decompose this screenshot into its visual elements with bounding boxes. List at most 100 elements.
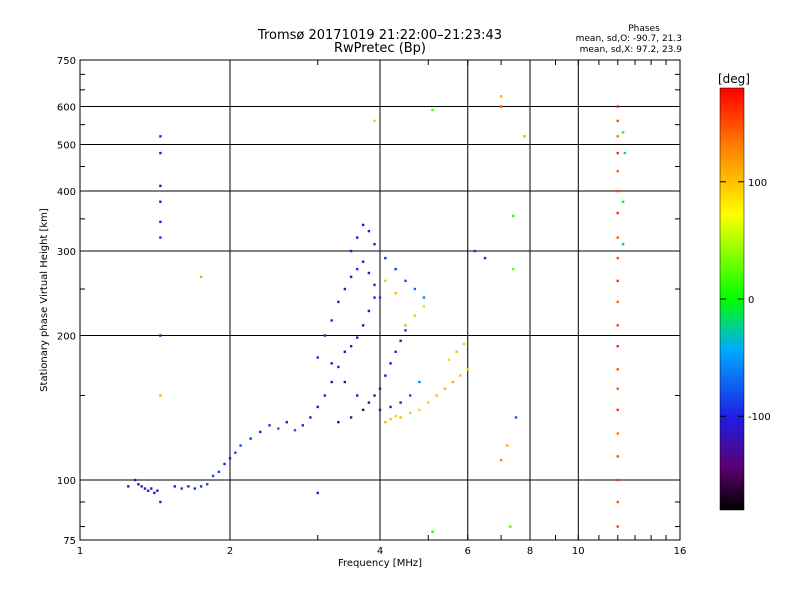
stats-line-x: mean, sd,X: 97.2, 23.9 [580, 45, 683, 55]
data-point [616, 119, 619, 123]
data-point [623, 151, 627, 155]
x-axis: 1 2 4 6 8 10 16 [77, 60, 687, 557]
y-tick-label: 100 [57, 476, 76, 487]
data-point [143, 487, 147, 490]
data-point [373, 283, 376, 287]
data-point [249, 437, 252, 440]
data-point [435, 394, 438, 397]
data-point [159, 236, 162, 239]
data-point [514, 416, 518, 419]
x-tick-label: 2 [227, 546, 233, 557]
data-point [447, 358, 451, 362]
data-point [367, 401, 371, 404]
data-point [239, 444, 242, 447]
data-point [355, 267, 359, 271]
data-point [373, 394, 376, 397]
y-tick-label: 750 [57, 56, 76, 67]
data-point [349, 416, 353, 419]
x-tick-label: 16 [674, 546, 687, 557]
data-point [330, 362, 333, 365]
data-point [159, 500, 162, 504]
data-point [616, 105, 619, 108]
data-points [127, 95, 627, 534]
data-point [355, 394, 359, 397]
data-point [367, 229, 371, 233]
data-point [373, 296, 376, 299]
colorbar-ticks: 100 0 -100 [720, 178, 771, 423]
data-point [616, 189, 619, 193]
data-point [616, 256, 619, 260]
data-point [616, 408, 619, 412]
data-point [159, 220, 162, 224]
data-point [234, 451, 237, 454]
data-point [205, 483, 209, 486]
data-point [399, 401, 402, 404]
data-point [616, 345, 619, 348]
data-point [511, 267, 515, 271]
data-point [146, 489, 150, 492]
colorbar-tick-label: 0 [748, 295, 754, 306]
data-point [394, 267, 397, 271]
data-point [343, 350, 347, 353]
data-point [616, 525, 619, 528]
data-point [268, 424, 271, 427]
data-point [499, 95, 503, 98]
data-point [418, 408, 421, 412]
data-point [389, 405, 392, 409]
data-point [337, 365, 340, 369]
data-point [616, 300, 619, 304]
data-point [228, 457, 232, 460]
data-point [193, 487, 197, 490]
data-point [508, 525, 512, 528]
data-point [217, 470, 221, 474]
data-point [616, 387, 619, 390]
data-point [616, 135, 619, 138]
data-point [483, 256, 487, 260]
stats-line-o: mean, sd,O: -90.7, 21.3 [576, 34, 682, 44]
data-point [361, 223, 365, 227]
data-point [378, 408, 382, 412]
data-point [378, 387, 382, 390]
data-point [187, 485, 190, 488]
data-point [361, 408, 365, 412]
data-point [451, 380, 455, 384]
data-point [394, 292, 397, 295]
y-axis: 75 100 200 300 400 500 600 750 [57, 56, 680, 547]
x-tick-label: 4 [377, 546, 383, 557]
data-point [337, 300, 340, 304]
data-point [404, 324, 407, 327]
x-tick-label: 8 [527, 546, 533, 557]
y-tick-label: 400 [57, 187, 76, 198]
x-tick-label: 6 [465, 546, 471, 557]
colorbar-label: [deg] [718, 72, 750, 86]
x-axis-label: Frequency [MHz] [338, 558, 422, 569]
data-point [409, 411, 412, 415]
data-point [133, 478, 137, 482]
data-point [616, 169, 619, 173]
data-point [455, 350, 458, 353]
data-point [389, 417, 392, 421]
data-point [404, 279, 407, 283]
data-point [337, 420, 340, 424]
data-point [616, 236, 619, 239]
data-point [343, 380, 347, 384]
data-point [378, 296, 382, 299]
data-point [399, 339, 402, 343]
data-point [616, 279, 619, 283]
data-point [330, 319, 333, 322]
data-point [367, 309, 371, 313]
data-point [394, 414, 397, 418]
data-point [413, 314, 417, 317]
data-point [384, 256, 387, 260]
data-point [159, 184, 162, 188]
data-point [150, 487, 153, 490]
data-point [443, 387, 447, 390]
data-point [343, 287, 347, 291]
data-point [309, 416, 312, 419]
y-tick-label: 200 [57, 332, 76, 343]
data-point [431, 108, 434, 112]
x-tick-label: 1 [77, 546, 83, 557]
data-point [361, 260, 365, 263]
data-point [616, 478, 619, 482]
